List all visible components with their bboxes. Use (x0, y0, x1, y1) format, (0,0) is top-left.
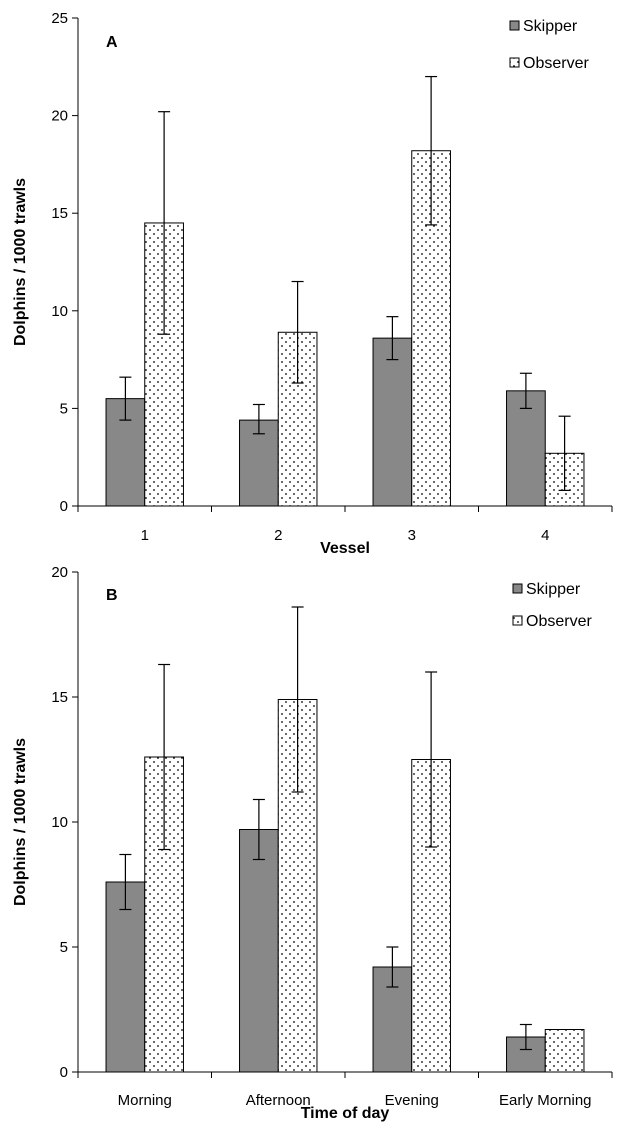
y-tick-label: 15 (51, 689, 68, 706)
chart-panel-a: 0 5 10 15 20 25 1 2 3 4 Vessel Dolphins / 1000 traw… (12, 10, 613, 557)
observer-bar (544, 1029, 585, 1073)
skipper-bar (372, 337, 413, 507)
skipper-bar (105, 881, 146, 1073)
panel-label: B (106, 587, 118, 604)
x-tick-label: 1 (141, 527, 149, 544)
y-tick-label: 0 (60, 1064, 68, 1081)
legend-label: Observer (523, 55, 589, 72)
y-tick-label: 5 (60, 400, 68, 417)
observer-legend-swatch (512, 615, 523, 626)
chart-panel-b: 0 5 10 15 20 Morning Afternoon Evening Early Mor… (12, 564, 613, 1122)
skipper-bar (506, 390, 546, 507)
legend-label: Skipper (526, 581, 581, 598)
x-tick-label: Morning (118, 1092, 172, 1109)
y-tick-label: 25 (51, 10, 68, 27)
panel-label: A (106, 34, 118, 51)
x-tick-label: 4 (541, 527, 549, 544)
legend: Skipper Observer (512, 581, 592, 630)
y-axis-title: Dolphins / 1000 trawls (12, 178, 29, 346)
legend-label: Skipper (523, 18, 578, 35)
y-tick-label: 0 (60, 498, 68, 515)
skipper-legend-swatch (509, 20, 520, 31)
x-axis-title: Vessel (320, 540, 370, 557)
x-tick-label: Early Morning (499, 1092, 592, 1109)
legend-label: Observer (526, 613, 592, 630)
x-tick-label: 3 (408, 527, 416, 544)
skipper-bar (239, 419, 279, 507)
x-tick-label: Afternoon (246, 1092, 311, 1109)
x-tick-label: Evening (385, 1092, 439, 1109)
skipper-legend-swatch (512, 583, 523, 594)
y-tick-label: 20 (51, 564, 68, 581)
x-tick-label: 2 (274, 527, 282, 544)
legend: Skipper Observer (509, 18, 589, 72)
y-tick-label: 20 (51, 108, 68, 125)
y-tick-label: 10 (51, 303, 68, 320)
y-tick-label: 15 (51, 205, 68, 222)
y-axis-title: Dolphins / 1000 trawls (12, 738, 29, 906)
observer-legend-swatch (509, 57, 520, 68)
x-axis-title: Time of day (301, 1105, 390, 1122)
y-tick-label: 10 (51, 814, 68, 831)
skipper-bar (239, 829, 279, 1073)
y-tick-label: 5 (60, 939, 68, 956)
